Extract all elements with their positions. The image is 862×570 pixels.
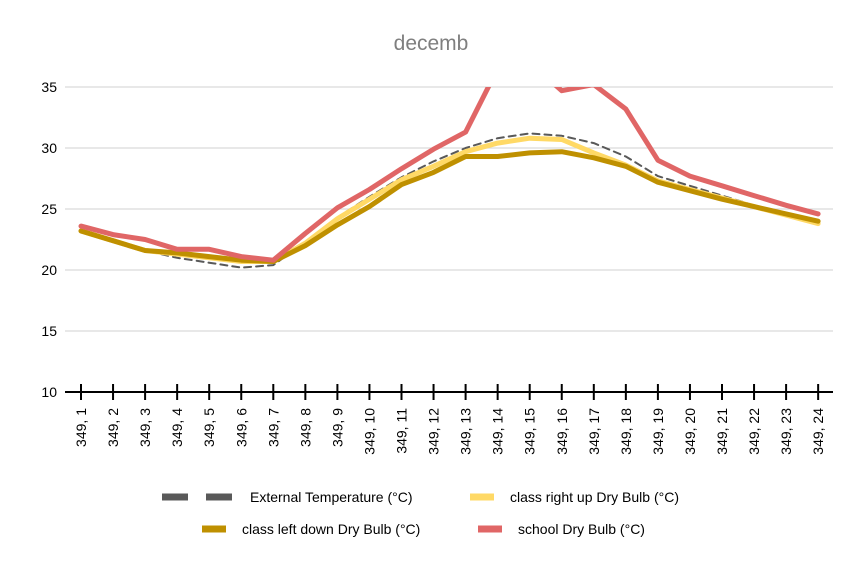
x-tick-label: 349, 7 — [265, 408, 281, 447]
y-tick-label: 15 — [41, 323, 57, 339]
y-tick-label: 35 — [41, 79, 57, 95]
legend-label: class right up Dry Bulb (°C) — [510, 489, 679, 505]
y-tick-label: 10 — [41, 384, 57, 400]
gridlines — [65, 86, 833, 332]
x-tick-label: 349, 18 — [618, 408, 634, 455]
chart-title: decemb — [394, 32, 469, 55]
x-tick-label: 349, 21 — [714, 408, 730, 455]
series-line-1 — [80, 132, 820, 269]
y-tick-label: 20 — [41, 262, 57, 278]
legend-label: External Temperature (°C) — [250, 489, 413, 505]
y-tick-label: 30 — [41, 140, 57, 156]
x-tick-label: 349, 3 — [137, 408, 153, 447]
x-tick-label: 349, 12 — [426, 408, 442, 455]
x-tick-label: 349, 23 — [778, 408, 794, 455]
x-tick-label: 349, 5 — [201, 408, 217, 447]
x-tick-label: 349, 24 — [810, 408, 826, 455]
legend-item-1: External Temperature (°C) — [162, 489, 413, 505]
x-tick-label: 349, 9 — [329, 408, 345, 447]
series-line-4 — [78, 87, 821, 263]
x-axis: 349, 1 349, 2 349, 3 349, 4 349, 5 349, 6 349,… — [65, 384, 833, 455]
legend-label: class left down Dry Bulb (°C) — [242, 521, 420, 537]
x-tick-label: 349, 11 — [394, 408, 410, 454]
x-tick-label: 349, 22 — [746, 408, 762, 455]
x-tick-label: 349, 20 — [682, 408, 698, 455]
x-tick-label: 349, 10 — [361, 408, 377, 455]
legend-item-2: class right up Dry Bulb (°C) — [470, 489, 679, 505]
y-axis-ticks: 10 15 20 25 30 35 — [41, 79, 57, 400]
x-tick-label: 349, 14 — [490, 408, 506, 455]
x-tick-label: 349, 16 — [554, 408, 570, 455]
series-line-3 — [78, 149, 821, 264]
legend-item-3: class left down Dry Bulb (°C) — [202, 521, 420, 537]
y-tick-label: 25 — [41, 201, 57, 217]
legend: External Temperature (°C) class right up … — [162, 489, 679, 537]
x-tick-label: 349, 17 — [586, 408, 602, 455]
series-line-2 — [78, 135, 821, 264]
x-tick-label: 349, 15 — [522, 408, 538, 455]
x-tick-label: 349, 1 — [73, 408, 89, 447]
legend-label: school Dry Bulb (°C) — [518, 521, 645, 537]
x-tick-label: 349, 13 — [458, 408, 474, 455]
x-tick-label: 349, 2 — [105, 408, 121, 447]
x-tick-label: 349, 4 — [169, 408, 185, 447]
x-tick-label: 349, 6 — [233, 408, 249, 447]
x-tick-label: 349, 8 — [297, 408, 313, 447]
x-tick-label: 349, 19 — [650, 408, 666, 455]
legend-item-4: school Dry Bulb (°C) — [478, 521, 645, 537]
series-lines — [78, 87, 821, 269]
